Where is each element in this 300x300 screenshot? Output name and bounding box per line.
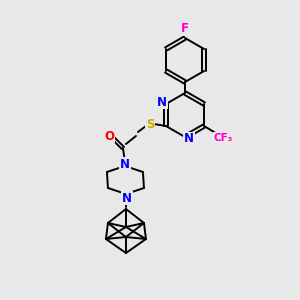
- Text: S: S: [146, 118, 154, 130]
- Text: N: N: [157, 95, 167, 109]
- Text: F: F: [181, 22, 189, 35]
- Text: O: O: [104, 130, 114, 142]
- Text: CF₃: CF₃: [214, 133, 233, 143]
- Text: N: N: [122, 191, 132, 205]
- Text: N: N: [120, 158, 130, 170]
- Text: N: N: [184, 133, 194, 146]
